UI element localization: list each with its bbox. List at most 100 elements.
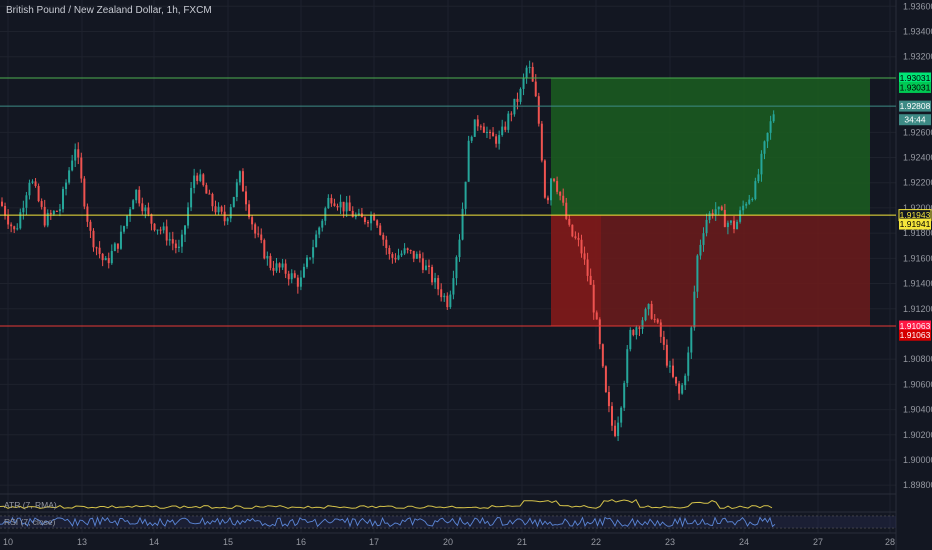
candle-body [95, 247, 98, 249]
price-tick-label: 1.92600 [903, 127, 932, 137]
candle-body [678, 383, 681, 394]
candle-body [104, 257, 107, 261]
candle-body [449, 294, 452, 308]
candle-body [321, 220, 324, 228]
rsi-line [0, 516, 776, 528]
level-lines [0, 77, 896, 327]
candle-body [296, 277, 299, 287]
candle-body [287, 273, 290, 280]
candle-body [205, 185, 208, 194]
candle-body [77, 149, 80, 158]
candle-body [592, 284, 595, 313]
rsi-band-fill [0, 516, 896, 528]
candle-body [229, 207, 232, 219]
candle-body [589, 275, 592, 285]
price-tag [899, 72, 931, 84]
candle-body [546, 197, 549, 201]
candle-body [281, 263, 284, 268]
candle-body [443, 295, 446, 298]
candle-body [601, 344, 604, 367]
price-tag-label: 1.91063 [900, 321, 931, 331]
candle-body [22, 207, 25, 213]
candle-body [351, 210, 354, 218]
candle-body [440, 289, 443, 298]
candle-body [424, 265, 427, 270]
candle-body [611, 406, 613, 426]
candle-body [656, 319, 659, 323]
candle-body [498, 135, 501, 144]
candle-body [379, 225, 382, 235]
candle-body [190, 187, 193, 208]
candle-body [595, 312, 598, 320]
candle-body [49, 212, 52, 215]
candle-body [550, 178, 552, 201]
candle-body [357, 213, 360, 216]
candle-body [556, 181, 559, 192]
price-tick-label: 1.93400 [903, 27, 932, 37]
candle-body [458, 239, 461, 258]
candle-body [693, 291, 696, 328]
price-tag [899, 114, 931, 126]
candle-body [119, 231, 122, 249]
time-tick-label: 20 [443, 537, 453, 547]
time-tick-label: 28 [885, 537, 895, 547]
candle-body [7, 215, 10, 225]
candle-body [473, 119, 476, 137]
candle-body [284, 263, 287, 274]
candle-body [733, 220, 735, 230]
candle-body [58, 209, 61, 212]
profit-zone [551, 78, 870, 216]
candle-body [510, 113, 513, 115]
candle-body [455, 257, 458, 279]
candle-body [318, 227, 321, 235]
candle-body [168, 239, 171, 241]
candle-body [278, 263, 281, 268]
time-axis[interactable]: 10 13 14 15 16 17 20 21 22 23 24 27 28 [3, 537, 895, 547]
candle-body [662, 336, 665, 345]
candle-body [577, 238, 580, 240]
candle-body [739, 210, 742, 222]
candle-body [251, 217, 254, 225]
candle-body [479, 126, 482, 128]
candle-body [729, 220, 732, 223]
candle-body [632, 329, 635, 335]
candle-body [760, 153, 763, 175]
time-tick-label: 22 [591, 537, 601, 547]
candle-body [409, 249, 412, 251]
candle-body [736, 221, 739, 230]
candle-body [312, 247, 315, 258]
candle-body [446, 295, 449, 308]
candle-body [394, 257, 397, 260]
loss-zone [551, 215, 870, 327]
candle-body [98, 247, 101, 254]
candle-body [681, 385, 684, 394]
candle-body [565, 202, 568, 219]
candle-body [363, 217, 366, 222]
candle-body [607, 392, 610, 407]
candle-body [699, 244, 702, 256]
candle-body [214, 206, 217, 213]
candle-body [495, 136, 498, 144]
candle-body [336, 205, 339, 208]
candle-body [388, 248, 391, 255]
candle-body [431, 267, 434, 283]
candle-body [723, 209, 726, 228]
price-tick-label: 1.93600 [903, 1, 932, 11]
candle-body [516, 98, 519, 102]
candle-body [165, 226, 168, 241]
candle-body [184, 225, 186, 235]
price-axis[interactable]: 1.93600 1.93400 1.93200 1.92600 1.92400 1.922… [903, 1, 932, 490]
candle-body [705, 219, 708, 234]
candle-body [28, 182, 31, 196]
candle-body [391, 254, 394, 258]
candle-body [412, 250, 415, 259]
price-tick-label: 1.92000 [903, 203, 932, 213]
candle-body [37, 186, 40, 202]
candle-body [52, 210, 55, 215]
candle-body [668, 365, 671, 367]
candle-body [665, 344, 668, 366]
time-tick-label: 13 [77, 537, 87, 547]
candle-body [141, 203, 144, 212]
